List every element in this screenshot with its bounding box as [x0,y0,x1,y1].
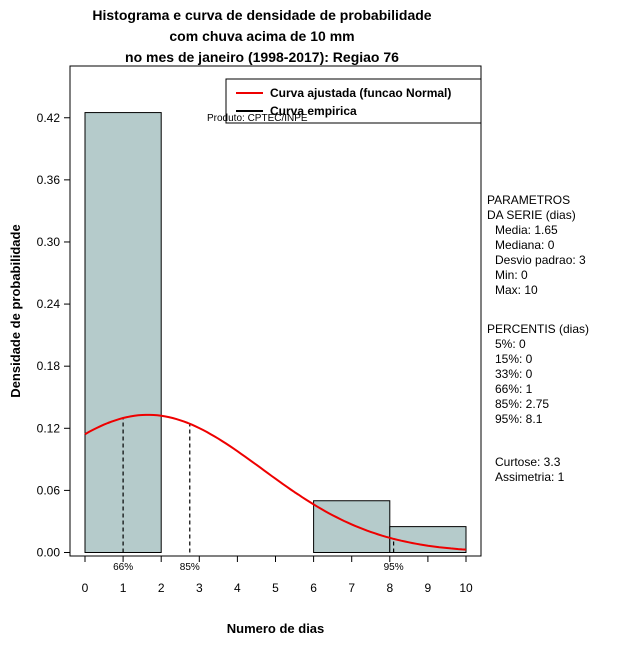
param-line: Mediana: 0 [495,238,555,252]
percentile-line: 15%: 0 [495,352,533,366]
y-tick-label: 0.30 [37,235,61,249]
x-tick-label: 8 [386,581,393,595]
skewness-line: Assimetria: 1 [495,470,565,484]
legend: Curva ajustada (funcao Normal) Curva empi… [225,78,482,124]
y-tick-label: 0.42 [37,111,61,125]
param-line: Media: 1.65 [495,223,558,237]
percentiles-title: PERCENTIS (dias) [487,322,590,336]
percentile-markers: 66% 85% 95% [113,418,404,573]
percentile-line: 33%: 0 [495,367,533,381]
x-tick-label: 6 [310,581,317,595]
x-tick-label: 7 [348,581,355,595]
x-tick-label: 9 [425,581,432,595]
product-annotation: Produto: CPTEC/INPE [207,113,308,124]
x-tick-label: 2 [158,581,165,595]
series-params-title-2: DA SERIE (dias) [487,208,576,222]
y-axis-title: Densidade de probabilidade [8,224,23,397]
x-tick-label: 4 [234,581,241,595]
title-line-2: com chuva acima de 10 mm [169,28,355,44]
histogram-bar [313,500,391,554]
chart-title: Histograma e curva de densidade de proba… [0,5,524,68]
percentile-axis-label: 66% [113,562,133,573]
y-tick-label: 0.12 [37,421,61,435]
legend-box [225,78,482,124]
series-params-title-1: PARAMETROS [487,193,571,207]
percentile-line: 66%: 1 [495,382,533,396]
percentiles-panel: PERCENTIS (dias) 5%: 0 15%: 0 33%: 0 66%… [487,322,589,427]
x-tick-label: 3 [196,581,203,595]
title-line-3: no mes de janeiro (1998-2017): Regiao 76 [125,49,399,65]
legend-item-label: Curva empirica [270,104,357,118]
y-axis: 0.00 0.06 0.12 0.18 0.24 0.30 0.36 0.42 [37,111,70,560]
y-tick-label: 0.06 [37,483,61,497]
x-axis: 0 1 2 3 4 5 6 7 8 9 10 [82,556,473,595]
x-axis-title: Numero de dias [227,621,325,636]
param-line: Max: 10 [495,283,538,297]
percentile-line: 95%: 8.1 [495,412,543,426]
percentile-line: 5%: 0 [495,337,526,351]
fitted-normal-curve [84,413,467,551]
x-tick-label: 0 [82,581,89,595]
param-line: Desvio padrao: 3 [495,253,586,267]
title-line-1: Histograma e curva de densidade de proba… [92,7,432,23]
legend-item-label: Curva ajustada (funcao Normal) [270,86,451,100]
moments-panel: Curtose: 3.3 Assimetria: 1 [495,455,564,485]
y-tick-label: 0.18 [37,359,61,373]
series-params-panel: PARAMETROS DA SERIE (dias) Media: 1.65 M… [487,193,586,298]
kurtosis-line: Curtose: 3.3 [495,455,561,469]
y-tick-label: 0.00 [37,546,61,560]
percentile-axis-label: 95% [384,562,404,573]
percentile-axis-label: 85% [180,562,200,573]
x-tick-label: 1 [120,581,127,595]
y-tick-label: 0.24 [37,297,61,311]
param-line: Min: 0 [495,268,528,282]
percentile-line: 85%: 2.75 [495,397,550,411]
x-tick-label: 10 [459,581,473,595]
x-tick-label: 5 [272,581,279,595]
y-tick-label: 0.36 [37,173,61,187]
